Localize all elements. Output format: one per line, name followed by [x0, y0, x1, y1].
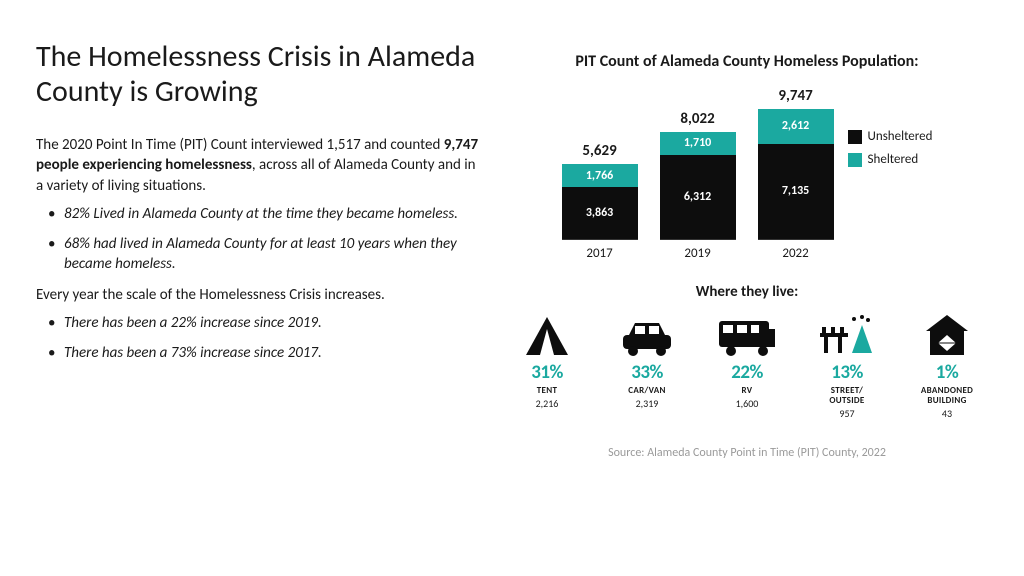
bar-seg-sheltered: 2,612	[758, 109, 834, 144]
bar-stack: 1,7106,312	[660, 132, 736, 239]
bar-stack: 1,7663,863	[562, 164, 638, 239]
where-count: 2,319	[636, 397, 659, 410]
where-label: ABANDONEDBUILDING	[921, 386, 973, 406]
where-item: 1%ABANDONEDBUILDING43	[906, 313, 988, 420]
bullet-item: 68% had lived in Alameda County for at l…	[36, 234, 482, 275]
tent-icon	[522, 313, 572, 357]
where-percent: 13%	[831, 361, 863, 384]
bar-seg-unsheltered: 3,863	[562, 187, 638, 239]
where-item: 22% RV1,600	[706, 313, 788, 420]
bar-column: 5,629 1,7663,863 2017	[562, 142, 638, 261]
legend-unsheltered: Unsheltered	[848, 129, 933, 144]
pit-chart: 5,629 1,7663,863 2017 8,022 1,7106,312 2019 9,…	[506, 87, 988, 261]
legend-label: Unsheltered	[868, 129, 933, 144]
where-label: RV	[742, 386, 753, 396]
bar-seg-sheltered: 1,766	[562, 164, 638, 188]
bullet-item: There has been a 73% increase since 2017…	[36, 343, 482, 363]
where-count: 1,600	[736, 397, 759, 410]
legend-label: Sheltered	[868, 152, 919, 167]
bullet-item: There has been a 22% increase since 2019…	[36, 313, 482, 333]
bar-column: 9,747 2,6127,135 2022	[758, 87, 834, 261]
where-item: 33% CAR/VAN2,319	[606, 313, 688, 420]
source-text: Source: Alameda County Point in Time (PI…	[506, 446, 988, 460]
bar-axis	[758, 239, 834, 240]
where-percent: 31%	[531, 361, 563, 384]
where-count: 43	[942, 407, 952, 420]
rv-icon	[717, 313, 777, 357]
swatch-sheltered	[848, 153, 862, 167]
bar-stack: 2,6127,135	[758, 109, 834, 239]
car-icon	[619, 313, 675, 357]
where-percent: 33%	[631, 361, 663, 384]
bar-column: 8,022 1,7106,312 2019	[660, 110, 736, 261]
bar-total: 8,022	[680, 110, 714, 128]
chart-title: PIT Count of Alameda County Homeless Pop…	[506, 52, 988, 71]
left-column: The Homelessness Crisis in Alameda Count…	[36, 40, 482, 556]
where-item: 31% TENT2,216	[506, 313, 588, 420]
intro-paragraph: The 2020 Point In Time (PIT) Count inter…	[36, 135, 482, 196]
chart-legend: Unsheltered Sheltered	[848, 129, 933, 261]
bar-axis	[660, 239, 736, 240]
bullet-list-a: 82% Lived in Alameda County at the time …	[36, 204, 482, 275]
where-count: 957	[839, 407, 854, 420]
where-row: 31% TENT2,216 33% CAR/VAN2,319 22% RV1,600 13%…	[506, 313, 988, 420]
where-item: 13%STREET/OUTSIDE957	[806, 313, 888, 420]
where-count: 2,216	[536, 397, 559, 410]
legend-sheltered: Sheltered	[848, 152, 933, 167]
where-title: Where they live:	[506, 283, 988, 301]
where-percent: 22%	[731, 361, 763, 384]
swatch-unsheltered	[848, 130, 862, 144]
bar-total: 5,629	[582, 142, 616, 160]
bar-axis	[562, 239, 638, 240]
where-label: TENT	[537, 386, 557, 396]
bar-seg-unsheltered: 7,135	[758, 144, 834, 239]
bar-seg-unsheltered: 6,312	[660, 155, 736, 239]
bar-year: 2022	[782, 246, 808, 261]
building-icon	[922, 313, 972, 357]
bullet-item: 82% Lived in Alameda County at the time …	[36, 204, 482, 224]
street-icon	[818, 313, 876, 357]
bar-seg-sheltered: 1,710	[660, 132, 736, 155]
where-percent: 1%	[936, 361, 958, 384]
where-label: STREET/OUTSIDE	[829, 386, 864, 406]
bar-year: 2017	[586, 246, 612, 261]
intro-pre: The 2020 Point In Time (PIT) Count inter…	[36, 136, 444, 154]
bars-area: 5,629 1,7663,863 2017 8,022 1,7106,312 2019 9,…	[562, 87, 834, 261]
where-label: CAR/VAN	[628, 386, 665, 396]
page-title: The Homelessness Crisis in Alameda Count…	[36, 40, 482, 109]
bar-total: 9,747	[778, 87, 812, 105]
bullet-list-b: There has been a 22% increase since 2019…	[36, 313, 482, 364]
bar-year: 2019	[684, 246, 710, 261]
mid-paragraph: Every year the scale of the Homelessness…	[36, 285, 482, 305]
right-column: PIT Count of Alameda County Homeless Pop…	[506, 40, 988, 556]
